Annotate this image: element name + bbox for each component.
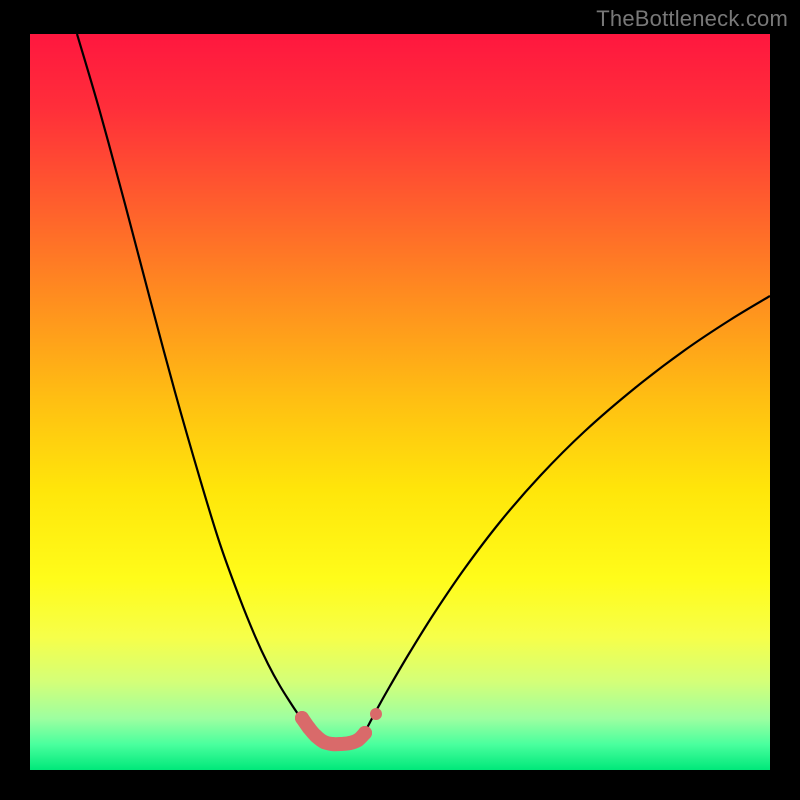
- chart-canvas: TheBottleneck.com: [0, 0, 800, 800]
- marker-dot: [358, 726, 372, 740]
- curve-right: [367, 296, 770, 728]
- curves-layer: [30, 34, 770, 770]
- curve-left: [77, 34, 311, 730]
- watermark-text: TheBottleneck.com: [596, 6, 788, 32]
- plot-frame: [30, 34, 770, 770]
- marker-dot-extra: [370, 708, 382, 720]
